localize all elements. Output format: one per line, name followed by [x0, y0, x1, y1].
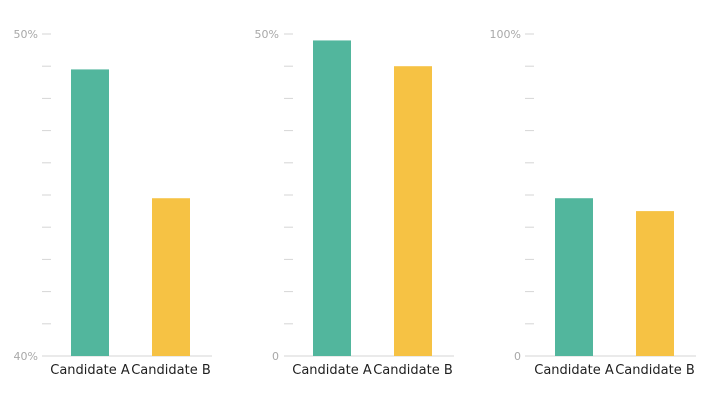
chart-3: 100% 0 Candidate A Candidate B — [490, 28, 696, 378]
chart-1-y-bottom-label: 40% — [14, 350, 38, 363]
chart-2-category-label-a: Candidate A — [292, 363, 372, 378]
chart-2-bars — [313, 40, 432, 356]
chart-1-bar-candidate-a — [71, 69, 109, 357]
chart-2-y-top-label: 50% — [255, 28, 279, 41]
chart-1-bars — [71, 69, 190, 357]
chart-2: 50% 0 Candidate A Candidate B — [255, 28, 454, 378]
chart-3-category-label-a: Candidate A — [534, 363, 614, 378]
chart-1-bar-candidate-b — [152, 198, 190, 356]
chart-2-y-bottom-label: 0 — [272, 350, 279, 363]
chart-3-y-bottom-label: 0 — [514, 350, 521, 363]
chart-1-category-label-a: Candidate A — [50, 363, 130, 378]
chart-1-category-label-b: Candidate B — [131, 363, 211, 378]
chart-2-bar-candidate-b — [394, 66, 432, 356]
chart-2-bar-candidate-a — [313, 40, 351, 356]
chart-3-y-top-label: 100% — [490, 28, 521, 41]
chart-3-bar-candidate-b — [636, 211, 674, 356]
chart-3-category-label-b: Candidate B — [615, 363, 695, 378]
chart-3-bars — [555, 198, 674, 356]
chart-1: 50% 40% Candidate A Candidate B — [14, 28, 212, 378]
chart-2-category-label-b: Candidate B — [373, 363, 453, 378]
chart-1-y-top-label: 50% — [14, 28, 38, 41]
chart-3-bar-candidate-a — [555, 198, 593, 356]
